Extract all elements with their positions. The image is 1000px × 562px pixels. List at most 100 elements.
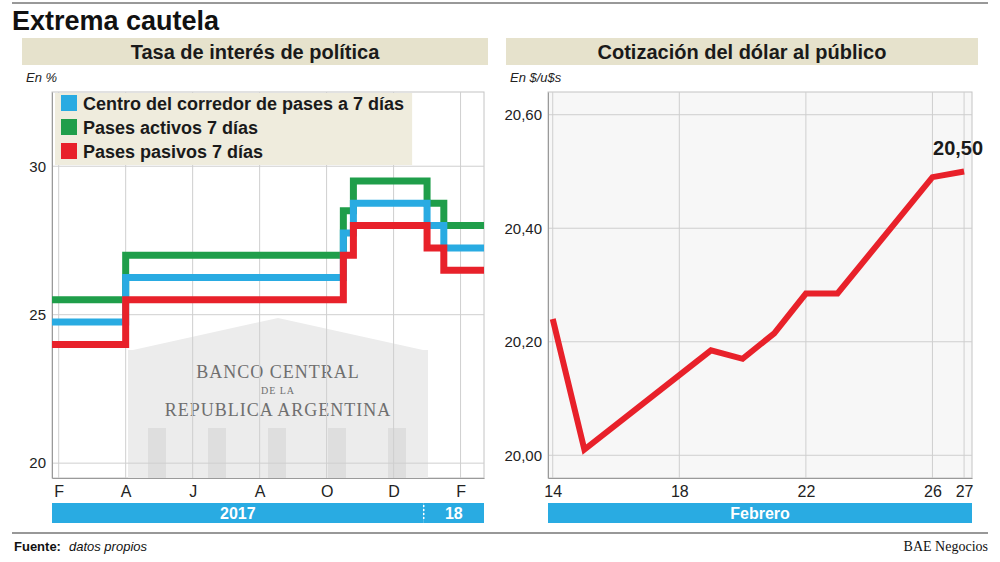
y-axis: 20 25 30 xyxy=(29,93,52,479)
grid-line-x xyxy=(679,92,680,478)
period-band xyxy=(548,503,972,523)
panel-title: Tasa de interés de política xyxy=(131,41,380,63)
building-inscription: REPUBLICA ARGENTINA xyxy=(165,400,392,420)
chart-svg: Extrema cautela Tasa de interés de políti… xyxy=(0,0,1000,562)
marks xyxy=(553,171,964,449)
period-divider xyxy=(423,505,425,521)
legend: Centro del corredor de pases a 7 días Pas… xyxy=(55,93,412,165)
series-line xyxy=(553,171,964,449)
x-tick-label: J xyxy=(189,483,197,500)
x-axis: FAJAODF xyxy=(53,478,485,500)
legend-label: Pases pasivos 7 días xyxy=(83,142,263,162)
y-axis-title: En % xyxy=(26,70,57,85)
background-building: BANCO CENTRAL DE LA REPUBLICA ARGENTINA xyxy=(128,318,428,478)
building-column xyxy=(148,428,166,478)
x-tick-label: 22 xyxy=(797,483,815,500)
y-tick-label: 20,00 xyxy=(504,447,542,464)
x-tick-label: D xyxy=(388,483,400,500)
x-tick-label: F xyxy=(456,483,466,500)
grid xyxy=(548,92,972,478)
y-tick-label: 20,60 xyxy=(504,106,542,123)
x-tick-label: A xyxy=(255,483,266,500)
grid-line-y xyxy=(52,166,484,167)
legend-swatch xyxy=(61,119,77,135)
chart-root: Extrema cautela Tasa de interés de políti… xyxy=(0,0,1000,562)
period-bar: Febrero xyxy=(548,503,972,523)
panel-header-band xyxy=(22,38,488,65)
x-tick-label: 26 xyxy=(924,483,942,500)
building-inscription: DE LA xyxy=(261,385,295,396)
period-label: Febrero xyxy=(730,505,790,522)
data-label: 20,50 xyxy=(933,137,983,159)
x-axis-line xyxy=(549,478,973,479)
building-column xyxy=(328,428,346,478)
grid xyxy=(52,92,484,478)
source-text: datos propios xyxy=(69,539,148,554)
y-tick: 20,20 xyxy=(504,333,548,350)
building-column xyxy=(208,428,226,478)
period-label: 18 xyxy=(445,505,463,522)
building-facade xyxy=(128,350,428,478)
legend-swatch xyxy=(61,143,77,159)
period-band xyxy=(52,503,424,523)
y-tick-label: 20 xyxy=(29,454,46,471)
grid-line-x xyxy=(805,92,806,478)
x-tick-label: F xyxy=(54,483,64,500)
period-bar: 2017 18 xyxy=(52,503,484,523)
panel-title: Cotización del dólar al público xyxy=(598,41,887,63)
x-tick: F xyxy=(456,478,466,500)
grid-line-y xyxy=(548,455,972,456)
grid-line-y xyxy=(548,228,972,229)
y-axis-title: En $/u$s xyxy=(510,70,562,85)
x-tick: J xyxy=(189,478,197,500)
panel-header-band xyxy=(506,38,978,65)
grid-line-x xyxy=(552,92,553,478)
x-tick-label: O xyxy=(321,483,333,500)
plot-frame xyxy=(52,92,484,478)
x-tick-label: 27 xyxy=(956,483,974,500)
y-tick: 20,00 xyxy=(504,447,548,464)
building-column xyxy=(268,428,286,478)
x-tick: 14 xyxy=(544,478,562,500)
footer-rule xyxy=(12,532,988,533)
legend-label: Pases activos 7 días xyxy=(83,118,258,138)
period-label: 2017 xyxy=(220,505,256,522)
legend-label: Centro del corredor de pases a 7 días xyxy=(83,94,404,114)
x-tick: F xyxy=(54,478,64,500)
series-line xyxy=(52,181,484,300)
y-tick-label: 20,20 xyxy=(504,333,542,350)
y-tick-label: 30 xyxy=(29,158,46,175)
y-axis-line xyxy=(52,93,53,479)
y-tick: 20,40 xyxy=(504,220,548,237)
series-line xyxy=(52,203,484,322)
building-inscription: BANCO CENTRAL xyxy=(196,362,360,382)
marks xyxy=(52,181,484,344)
legend-swatch xyxy=(61,95,77,111)
top-rule xyxy=(12,3,988,4)
x-tick: A xyxy=(255,478,266,500)
y-axis: 20,00 20,20 20,40 20,60 xyxy=(504,93,548,479)
x-tick: 27 xyxy=(956,478,974,500)
y-tick: 25 xyxy=(29,306,52,323)
x-tick: 18 xyxy=(671,478,689,500)
x-tick: 26 xyxy=(924,478,942,500)
y-tick-label: 25 xyxy=(29,306,46,323)
source-label: Fuente: xyxy=(14,539,61,554)
grid-line-y xyxy=(52,314,484,315)
x-tick-label: 18 xyxy=(671,483,689,500)
building-pediment xyxy=(133,318,423,350)
y-tick: 30 xyxy=(29,158,52,175)
y-tick: 20,60 xyxy=(504,106,548,123)
x-axis-line xyxy=(53,478,485,479)
period-band xyxy=(424,503,484,523)
grid-line-y xyxy=(52,463,484,464)
y-axis-line xyxy=(548,93,549,479)
legend-background xyxy=(55,93,412,165)
x-tick: 22 xyxy=(797,478,815,500)
x-tick: D xyxy=(388,478,400,500)
y-tick: 20 xyxy=(29,454,52,471)
plot-frame xyxy=(548,92,972,478)
main-title: Extrema cautela xyxy=(12,6,220,36)
x-axis: 14 18 22 26 27 xyxy=(544,478,973,500)
x-tick-label: 14 xyxy=(544,483,562,500)
